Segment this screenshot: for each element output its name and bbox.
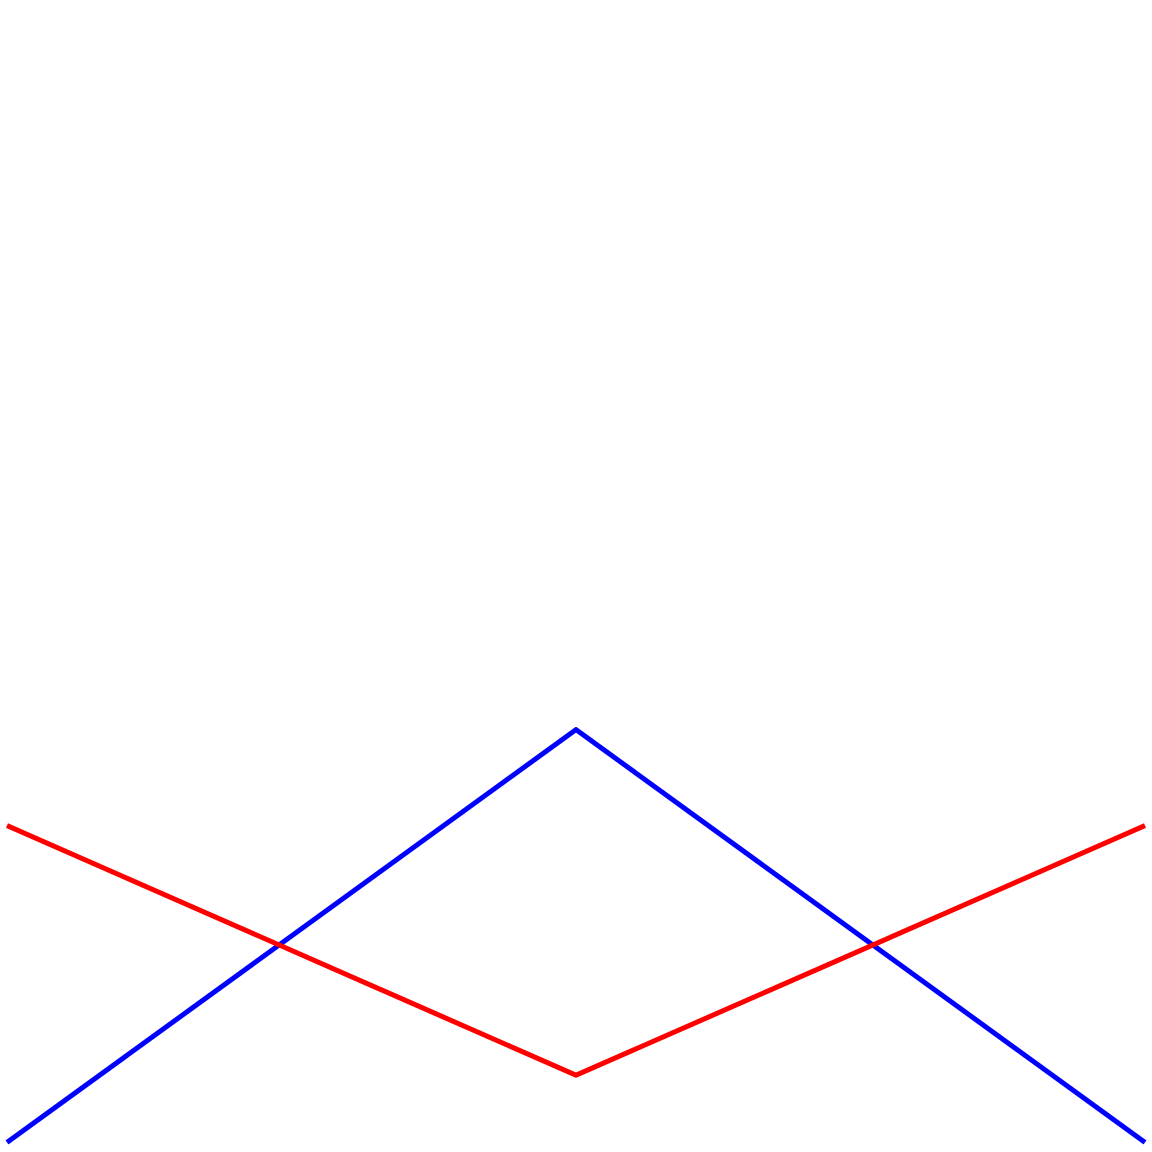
red-series-line [7,826,1145,1076]
blue-series-line [7,730,1145,1143]
